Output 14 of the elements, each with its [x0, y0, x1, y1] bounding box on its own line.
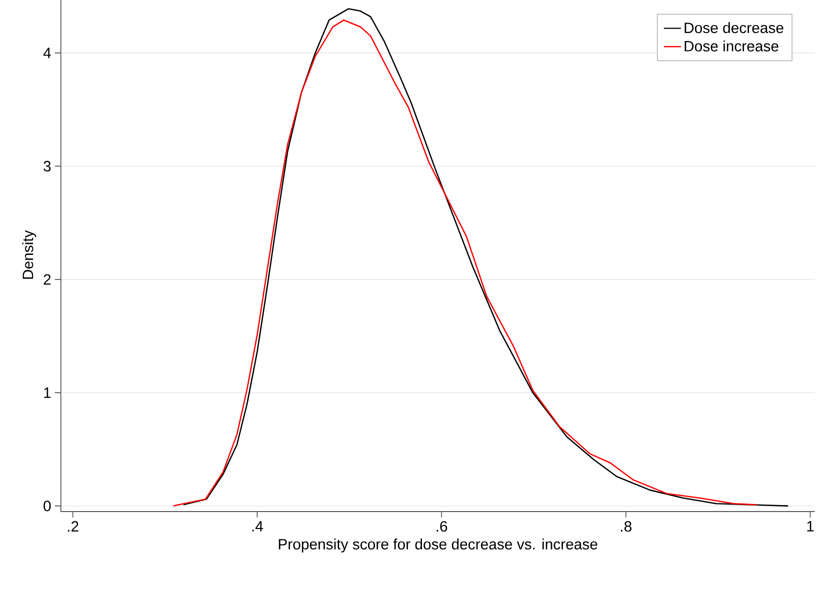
x-tick-label: .6 — [436, 521, 448, 532]
y-tick-label: 2 — [44, 274, 51, 285]
y-tick-label: 1 — [44, 388, 51, 398]
x-axis-title: Propensity score for dose decrease vs. increase — [278, 538, 598, 552]
x-tick-label: .8 — [621, 521, 632, 532]
legend-label: Dose decrease — [684, 22, 784, 34]
legend-label: Dose increase — [684, 40, 778, 52]
y-tick-label: 0 — [44, 500, 51, 512]
x-tick-label: .4 — [252, 521, 263, 532]
x-tick-label: .2 — [68, 521, 78, 532]
y-tick-label: 3 — [44, 160, 51, 172]
y-tick-label: 4 — [43, 48, 51, 58]
y-axis-title: Density — [22, 230, 36, 279]
x-tick-label: 1 — [807, 521, 814, 532]
